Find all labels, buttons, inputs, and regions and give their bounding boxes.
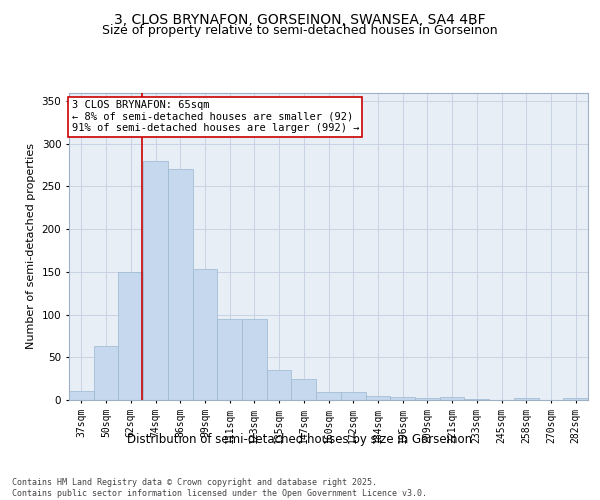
Text: 3, CLOS BRYNAFON, GORSEINON, SWANSEA, SA4 4BF: 3, CLOS BRYNAFON, GORSEINON, SWANSEA, SA…	[114, 12, 486, 26]
Bar	[514, 398, 539, 400]
Bar	[563, 398, 588, 400]
Text: Size of property relative to semi-detached houses in Gorseinon: Size of property relative to semi-detach…	[102, 24, 498, 37]
Bar	[193, 270, 217, 400]
Text: Distribution of semi-detached houses by size in Gorseinon: Distribution of semi-detached houses by …	[127, 432, 473, 446]
Bar	[341, 392, 365, 400]
Bar	[464, 399, 489, 400]
Bar	[168, 170, 193, 400]
Bar	[118, 272, 143, 400]
Text: 3 CLOS BRYNAFON: 65sqm
← 8% of semi-detached houses are smaller (92)
91% of semi: 3 CLOS BRYNAFON: 65sqm ← 8% of semi-deta…	[71, 100, 359, 134]
Bar	[390, 396, 415, 400]
Bar	[143, 161, 168, 400]
Y-axis label: Number of semi-detached properties: Number of semi-detached properties	[26, 143, 36, 349]
Bar	[415, 398, 440, 400]
Bar	[365, 396, 390, 400]
Bar	[292, 378, 316, 400]
Bar	[217, 319, 242, 400]
Bar	[316, 392, 341, 400]
Bar	[94, 346, 118, 400]
Bar	[267, 370, 292, 400]
Text: Contains HM Land Registry data © Crown copyright and database right 2025.
Contai: Contains HM Land Registry data © Crown c…	[12, 478, 427, 498]
Bar	[440, 398, 464, 400]
Bar	[242, 319, 267, 400]
Bar	[69, 392, 94, 400]
